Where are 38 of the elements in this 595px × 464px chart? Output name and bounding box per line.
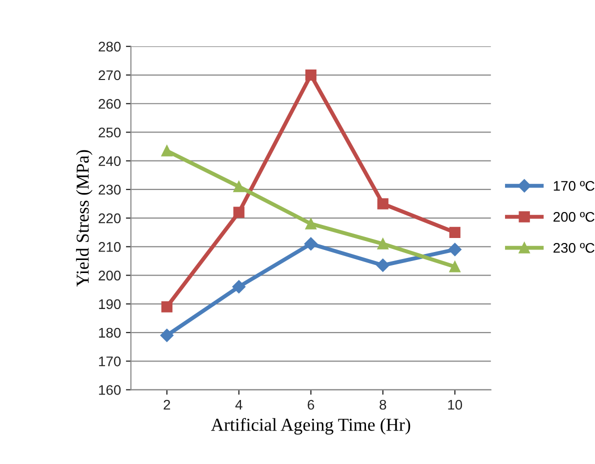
x-tick-label: 8 xyxy=(380,400,386,410)
point xyxy=(449,261,460,272)
point xyxy=(160,328,174,342)
y-axis-title: Yield Stress (MPa) xyxy=(76,150,92,287)
y-tick-label: 250 xyxy=(98,128,121,138)
y-tick-label: 180 xyxy=(99,328,121,338)
x-tick-label: 6 xyxy=(308,400,314,410)
point xyxy=(305,218,316,230)
y-tick-label: 200 xyxy=(98,270,121,280)
point xyxy=(233,206,244,218)
legend-label: 170 ºC xyxy=(554,180,594,191)
point xyxy=(161,301,172,312)
point xyxy=(377,198,388,210)
legend-label: 230 ºC xyxy=(554,242,594,253)
y-tick-label: 230 xyxy=(98,184,121,195)
point xyxy=(161,145,172,156)
y-tick-label: 210 xyxy=(98,242,121,252)
point xyxy=(305,69,316,81)
legend-label: 200 ºC xyxy=(554,212,594,222)
y-tick-label: 270 xyxy=(98,70,121,80)
y-tick-label: 170 xyxy=(99,356,121,366)
x-tick-label: 4 xyxy=(235,400,242,410)
y-tick-label: 190 xyxy=(99,299,121,310)
y-tick-label: 220 xyxy=(98,213,121,224)
point xyxy=(449,226,460,238)
point xyxy=(448,242,462,256)
x-tick-label: 2 xyxy=(164,400,170,410)
x-axis-title: Artificial Ageing Time (Hr) xyxy=(211,418,410,435)
point xyxy=(376,258,390,272)
x-tick-label: 10 xyxy=(448,400,462,410)
point xyxy=(232,280,246,294)
point xyxy=(304,237,318,250)
y-tick-label: 280 xyxy=(98,42,121,52)
point xyxy=(233,181,244,192)
y-tick-label: 160 xyxy=(99,385,121,395)
point xyxy=(377,238,388,250)
y-tick-label: 240 xyxy=(98,156,121,166)
y-tick-label: 260 xyxy=(98,98,121,109)
